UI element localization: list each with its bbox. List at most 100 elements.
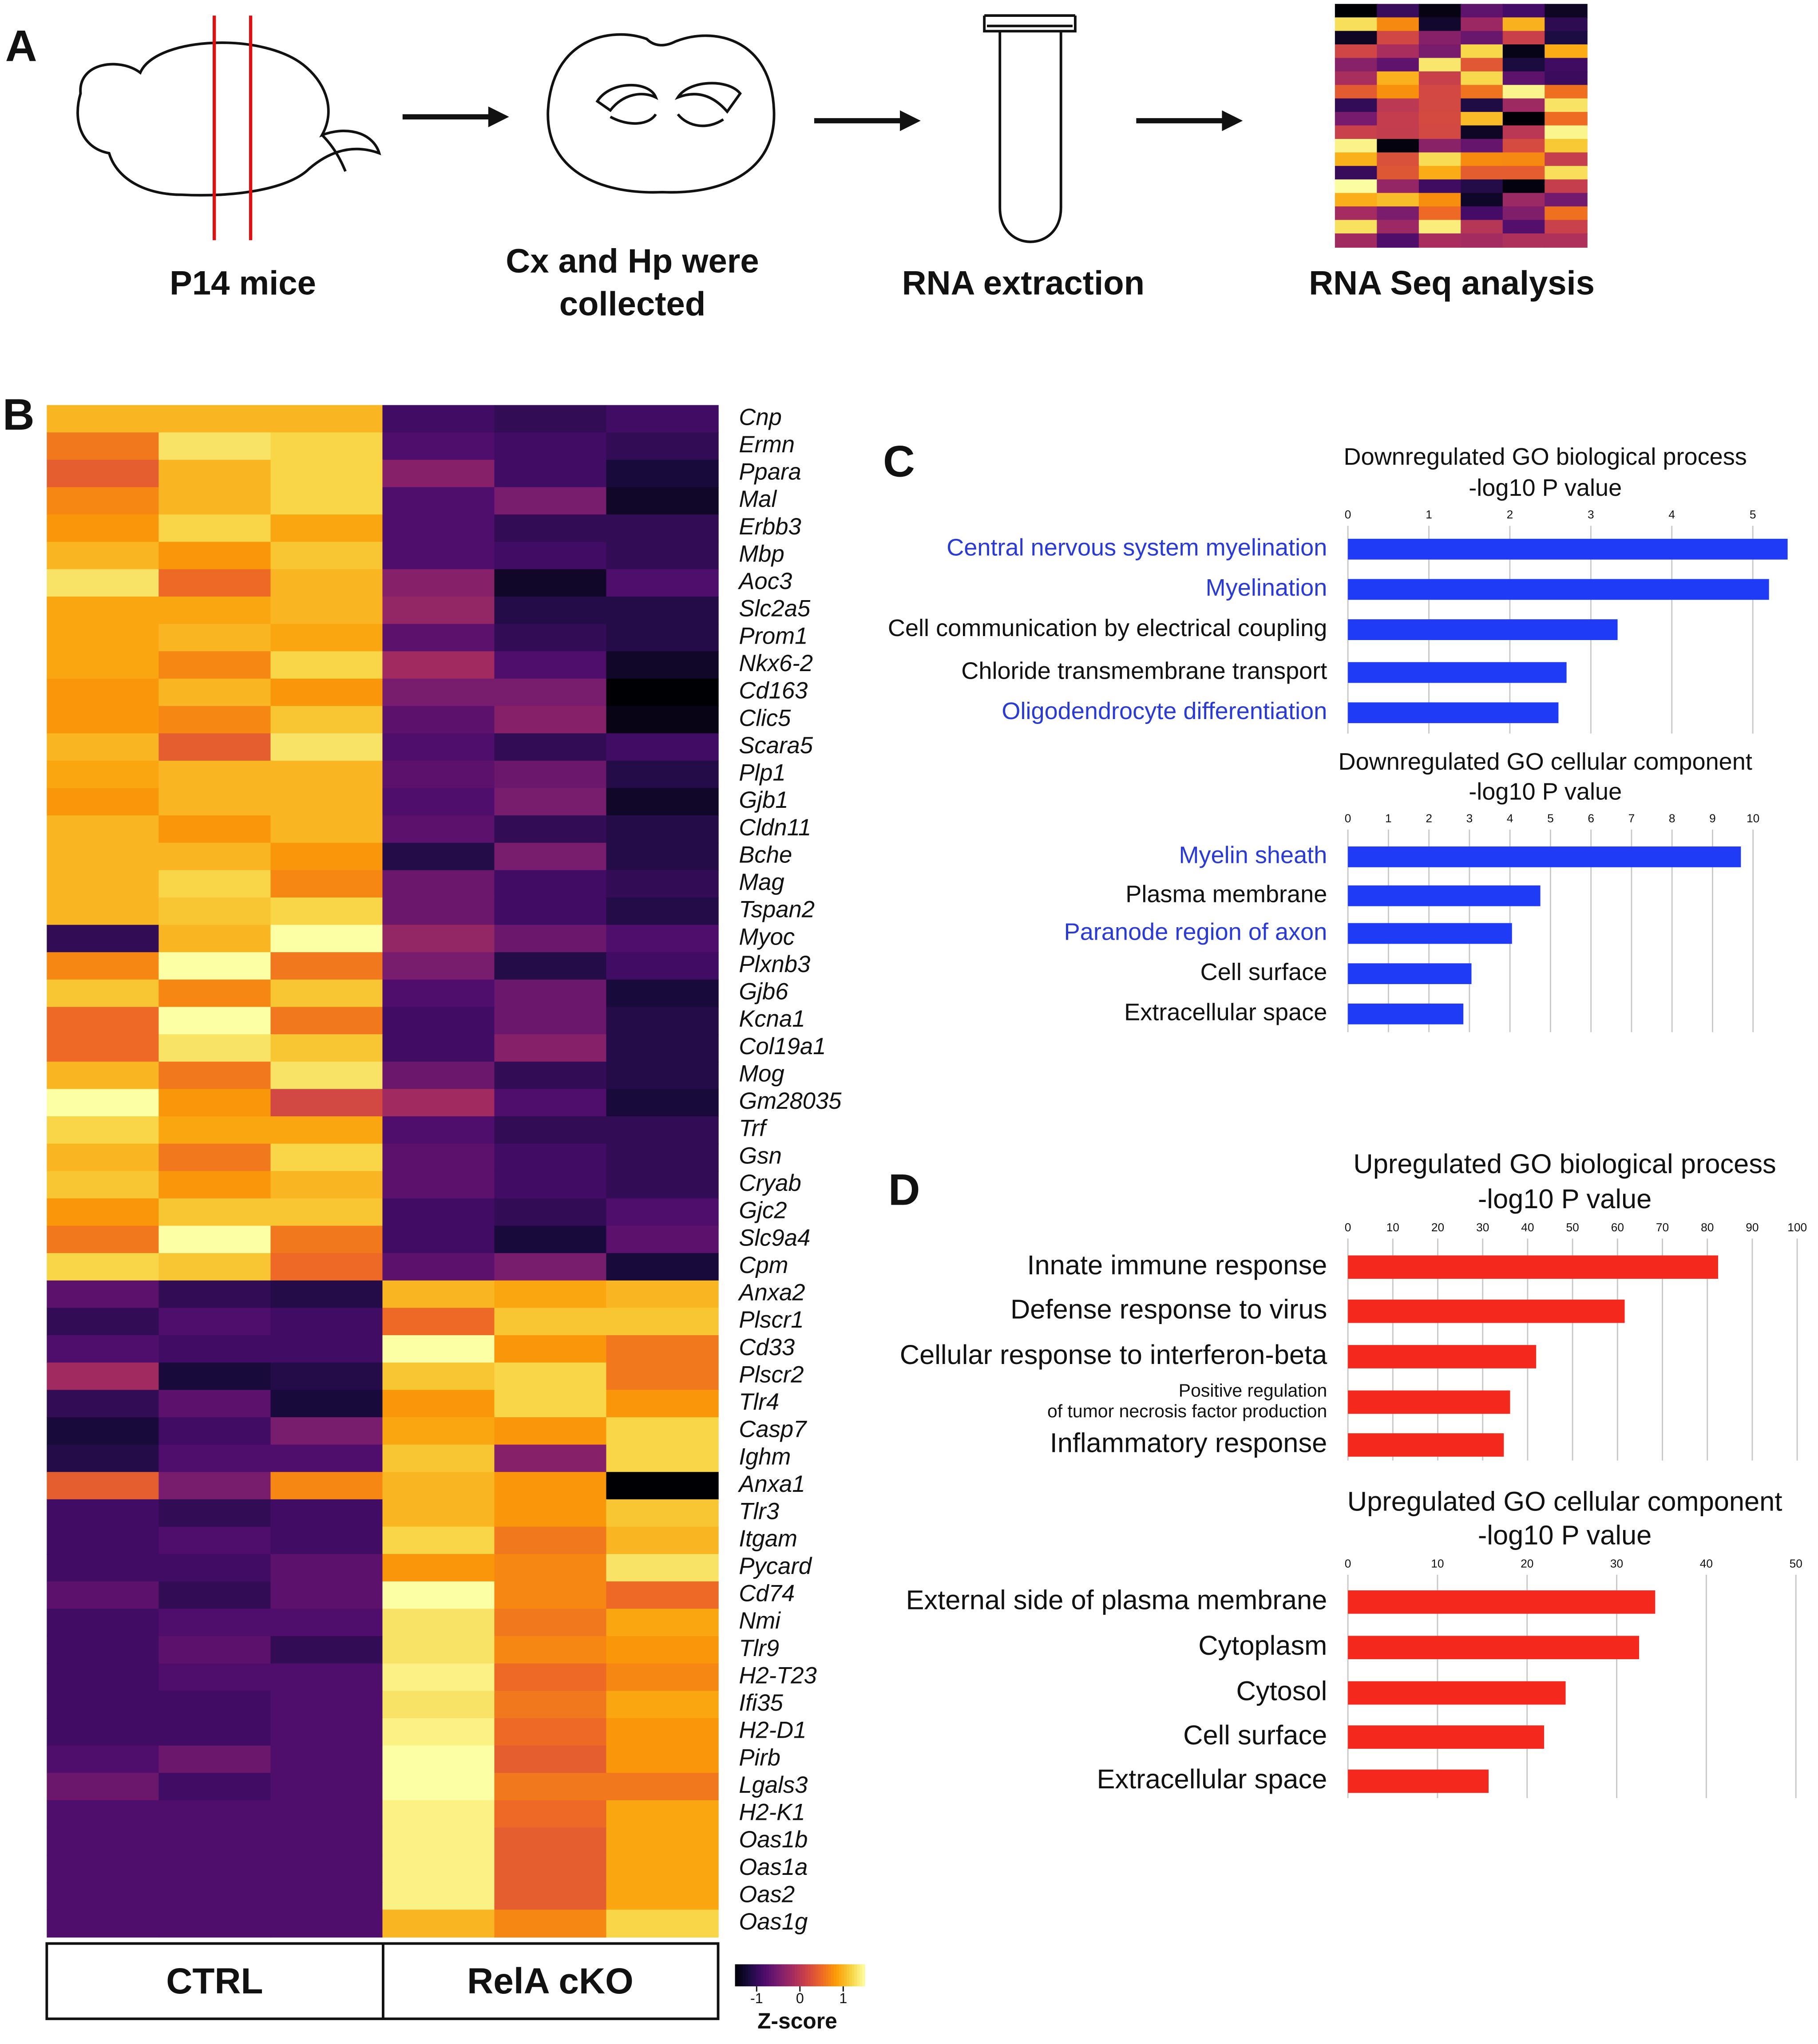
icon-cell <box>1377 233 1420 248</box>
chart-title: Upregulated GO cellular component <box>1347 1486 1782 1517</box>
icon-cell <box>1545 233 1588 248</box>
icon-cell <box>1502 31 1546 45</box>
icon-cell <box>1335 44 1378 59</box>
row-label: Kcna1 <box>739 1006 805 1032</box>
icon-cell <box>1545 112 1588 127</box>
step-label: collected <box>559 285 706 323</box>
heatmap-cell <box>382 1171 495 1199</box>
heatmap-cell <box>494 1034 607 1062</box>
icon-cell <box>1461 44 1504 59</box>
heatmap-cell <box>47 1663 159 1692</box>
heatmap-cell <box>47 1280 159 1309</box>
heatmap-cell <box>158 760 271 789</box>
heatmap-cell <box>494 1226 607 1254</box>
heatmap-cell <box>382 569 495 597</box>
heatmap-cell <box>606 1308 719 1336</box>
heatmap-cell <box>158 1691 271 1719</box>
heatmap-cell <box>270 1390 383 1418</box>
heatmap-cell <box>270 1472 383 1500</box>
heatmap-cell <box>158 459 271 488</box>
heatmap-cell <box>494 1800 607 1828</box>
heatmap-cell <box>382 1526 495 1555</box>
heatmap-cell <box>47 1910 159 1938</box>
heatmap-cell <box>606 870 719 898</box>
heatmap-cell <box>270 870 383 898</box>
heatmap-cell <box>158 1773 271 1801</box>
heatmap-cell <box>606 1800 719 1828</box>
heatmap-cell <box>270 760 383 789</box>
icon-cell <box>1545 125 1588 140</box>
heatmap-cell <box>382 1827 495 1856</box>
colorbar-step <box>818 1964 821 1987</box>
icon-cell <box>1377 206 1420 221</box>
icon-cell <box>1418 152 1462 167</box>
x-tick-label: 2 <box>1426 812 1432 825</box>
icon-cell <box>1418 85 1462 99</box>
icon-cell <box>1335 98 1378 113</box>
heatmap-cell <box>47 815 159 843</box>
icon-cell <box>1502 125 1546 140</box>
heatmap-cell <box>494 1636 607 1664</box>
heatmap-cell <box>158 1499 271 1527</box>
heatmap-cell <box>382 925 495 953</box>
row-label: Slc2a5 <box>739 596 811 622</box>
icon-cell <box>1335 179 1378 194</box>
bar <box>1348 1345 1537 1368</box>
heatmap-cell <box>270 487 383 515</box>
row-label: Cd74 <box>739 1580 795 1606</box>
colorbar-step <box>771 1964 774 1987</box>
heatmap-cell <box>158 733 271 761</box>
heatmap-cell <box>382 1280 495 1309</box>
heatmap-cell <box>494 1910 607 1938</box>
heatmap-cell <box>606 1910 719 1938</box>
colorbar-step <box>776 1964 780 1987</box>
heatmap-cell <box>47 1198 159 1226</box>
heatmap-cell <box>158 1171 271 1199</box>
heatmap-cell <box>47 597 159 625</box>
heatmap-cell <box>382 597 495 625</box>
icon-cell <box>1461 233 1504 248</box>
x-tick-label: 10 <box>1386 1221 1399 1234</box>
heatmap-cell <box>47 624 159 652</box>
icon-cell <box>1418 71 1462 86</box>
heatmap-cell <box>494 1143 607 1172</box>
bar <box>1348 1299 1625 1323</box>
panel-label: B <box>3 390 35 439</box>
colorbar-step <box>847 1964 850 1987</box>
heatmap-cell <box>158 569 271 597</box>
heatmap-cell <box>382 897 495 925</box>
colorbar-step <box>813 1964 816 1987</box>
heatmap-cell <box>270 1171 383 1199</box>
icon-cell <box>1461 17 1504 32</box>
bar <box>1348 702 1559 724</box>
heatmap-cell <box>158 1581 271 1609</box>
heatmap-cell <box>47 678 159 707</box>
heatmap-cell <box>158 624 271 652</box>
heatmap-cell <box>382 624 495 652</box>
heatmap-cell <box>270 1308 383 1336</box>
heatmap-cell <box>158 1800 271 1828</box>
heatmap-cell <box>494 1089 607 1117</box>
category-label: Innate immune response <box>1027 1250 1327 1281</box>
heatmap-cell <box>606 432 719 461</box>
heatmap-cell <box>494 624 607 652</box>
icon-cell <box>1545 220 1588 234</box>
x-tick-label: 1 <box>1385 812 1392 825</box>
icon-cell <box>1377 152 1420 167</box>
heatmap-cell <box>270 1663 383 1692</box>
group-label: RelA cKO <box>467 1961 634 2001</box>
heatmap-cell <box>494 1554 607 1582</box>
x-tick-label: 70 <box>1656 1221 1669 1234</box>
x-tick-label: 4 <box>1507 812 1513 825</box>
icon-cell <box>1502 138 1546 154</box>
heatmap-cell <box>494 1171 607 1199</box>
icon-cell <box>1377 44 1420 59</box>
colorbar-step <box>735 1964 738 1987</box>
heatmap-cell <box>494 1663 607 1692</box>
heatmap-cell <box>606 1171 719 1199</box>
heatmap-cell <box>47 487 159 515</box>
icon-cell <box>1461 138 1504 154</box>
row-label: Gsn <box>739 1143 782 1169</box>
heatmap-cell <box>382 1116 495 1144</box>
row-label: Plscr1 <box>739 1307 804 1333</box>
